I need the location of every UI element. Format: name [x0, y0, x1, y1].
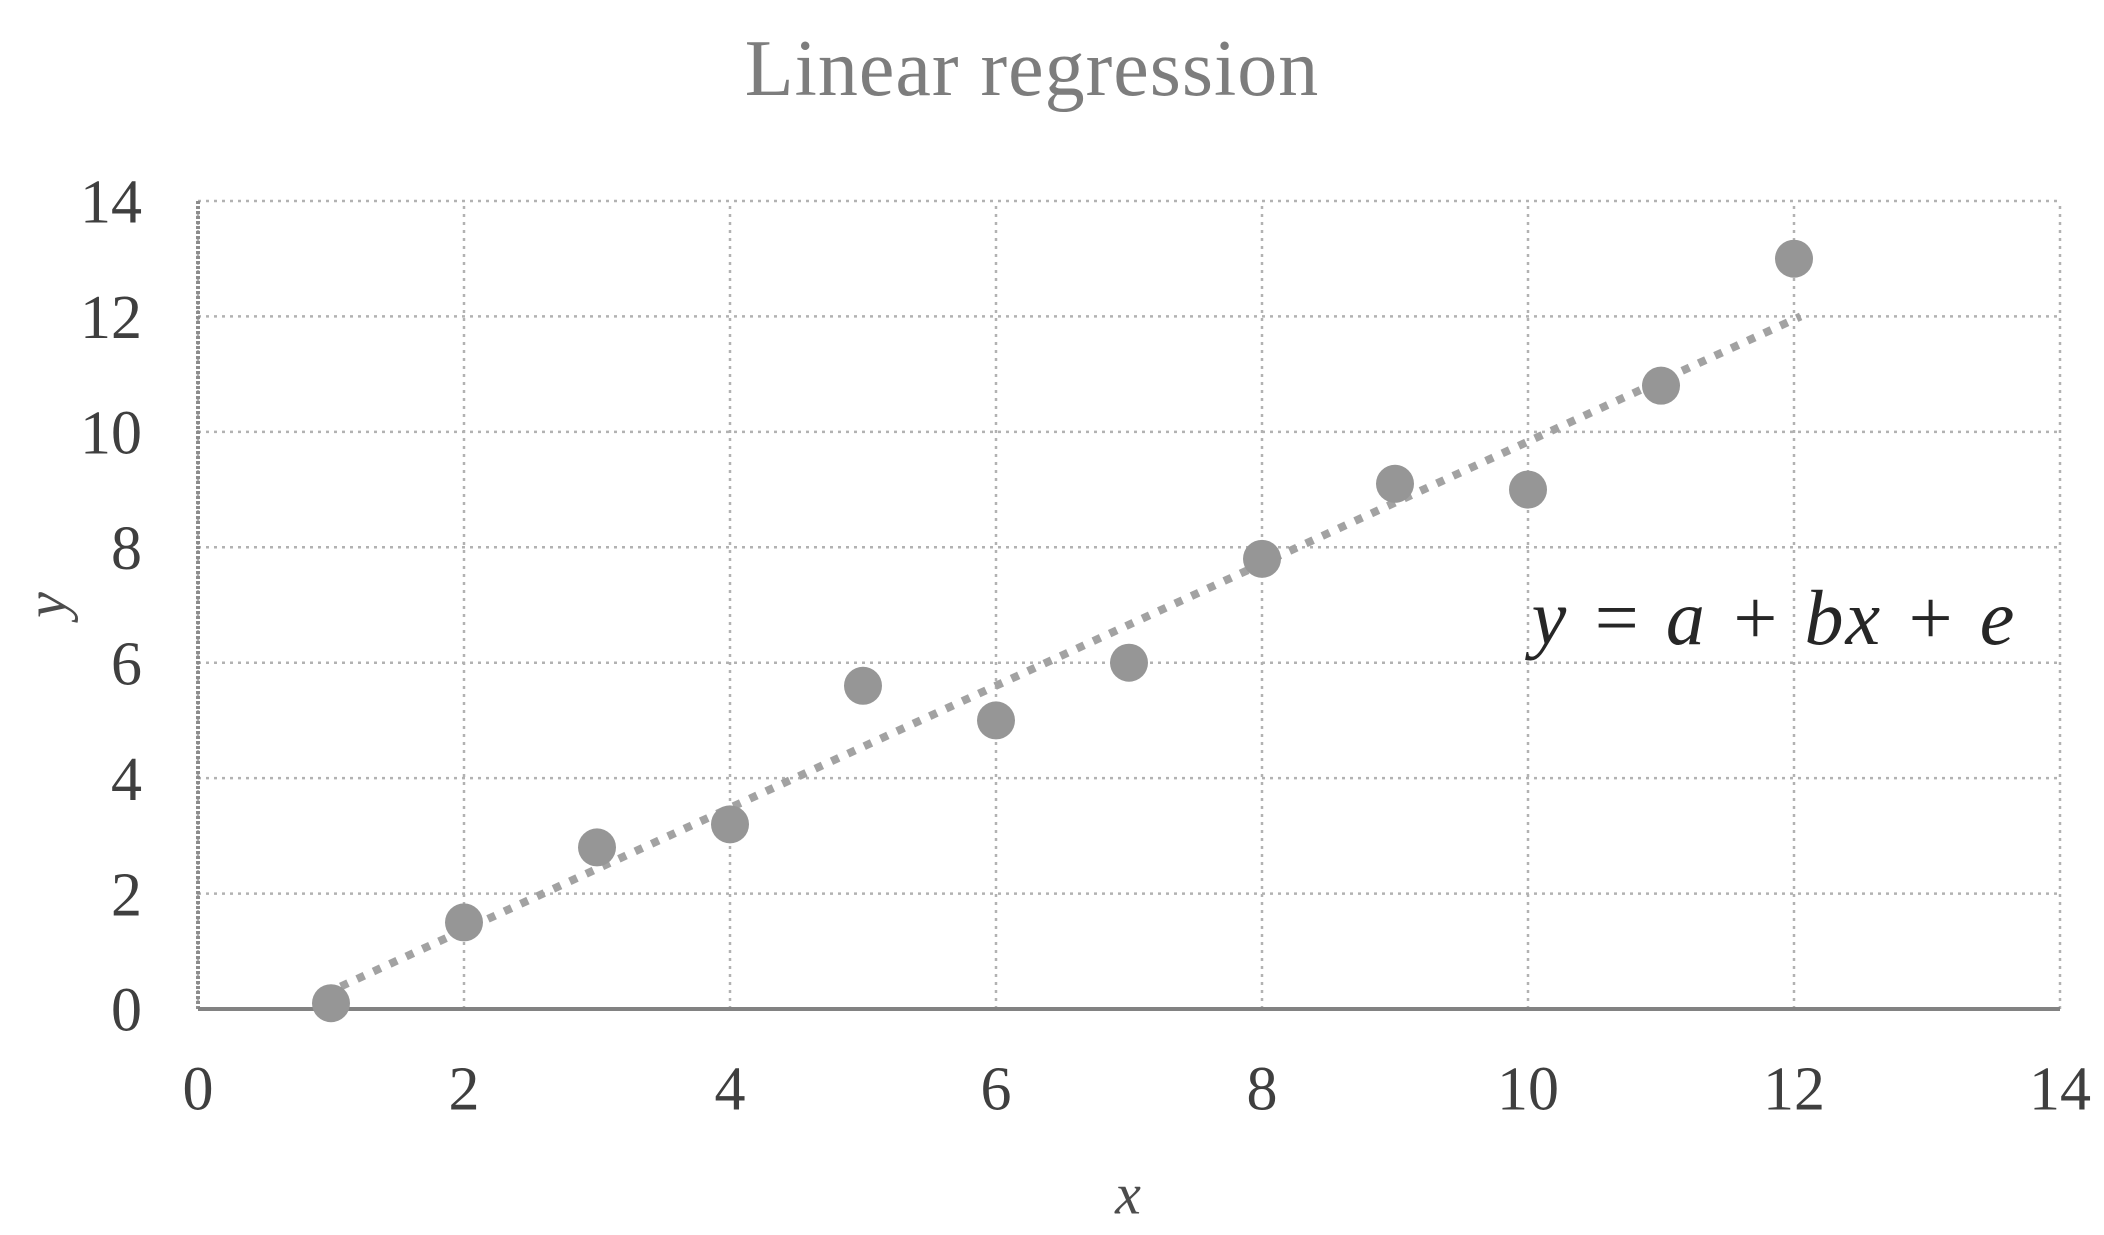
x-tick-label: 2 — [449, 1056, 480, 1124]
x-tick-label: 0 — [183, 1056, 214, 1124]
trend-line — [322, 312, 1803, 998]
data-point — [1775, 239, 1813, 278]
y-tick-label: 10 — [80, 400, 142, 468]
y-tick-label: 2 — [111, 861, 142, 929]
data-point — [312, 984, 350, 1023]
y-tick-label: 8 — [111, 515, 142, 583]
data-point — [977, 701, 1015, 740]
y-axis-title: y — [13, 592, 78, 623]
y-tick-label: 12 — [80, 284, 142, 352]
data-point — [1642, 366, 1680, 405]
trendline-equation: y = a + bx + e — [1525, 574, 2017, 661]
x-tick-label: 8 — [1247, 1056, 1278, 1124]
chart-title: Linear regression — [745, 25, 1320, 113]
trendline — [322, 312, 1803, 998]
data-point — [1243, 539, 1281, 578]
data-point — [1110, 643, 1148, 682]
x-tick-label: 14 — [2029, 1056, 2091, 1124]
y-tick-label: 6 — [111, 630, 142, 698]
y-tick-label: 14 — [80, 169, 142, 237]
data-point — [711, 805, 749, 844]
y-tick-label: 4 — [111, 746, 142, 814]
x-tick-label: 12 — [1763, 1056, 1825, 1124]
data-point — [1376, 464, 1414, 503]
data-point — [578, 828, 616, 867]
data-point — [844, 666, 882, 705]
data-points — [312, 239, 1813, 1023]
data-point — [445, 903, 483, 942]
x-tick-label: 6 — [981, 1056, 1012, 1124]
y-tick-label: 0 — [111, 977, 142, 1045]
x-axis-title: x — [1114, 1161, 1141, 1226]
data-point — [1509, 470, 1547, 509]
x-tick-label: 10 — [1497, 1056, 1559, 1124]
tick-labels: 0 2 4 6 8 10 12 14 0 2 4 6 8 10 12 14 — [80, 169, 2091, 1124]
x-tick-label: 4 — [715, 1056, 746, 1124]
axes — [196, 201, 2060, 1011]
